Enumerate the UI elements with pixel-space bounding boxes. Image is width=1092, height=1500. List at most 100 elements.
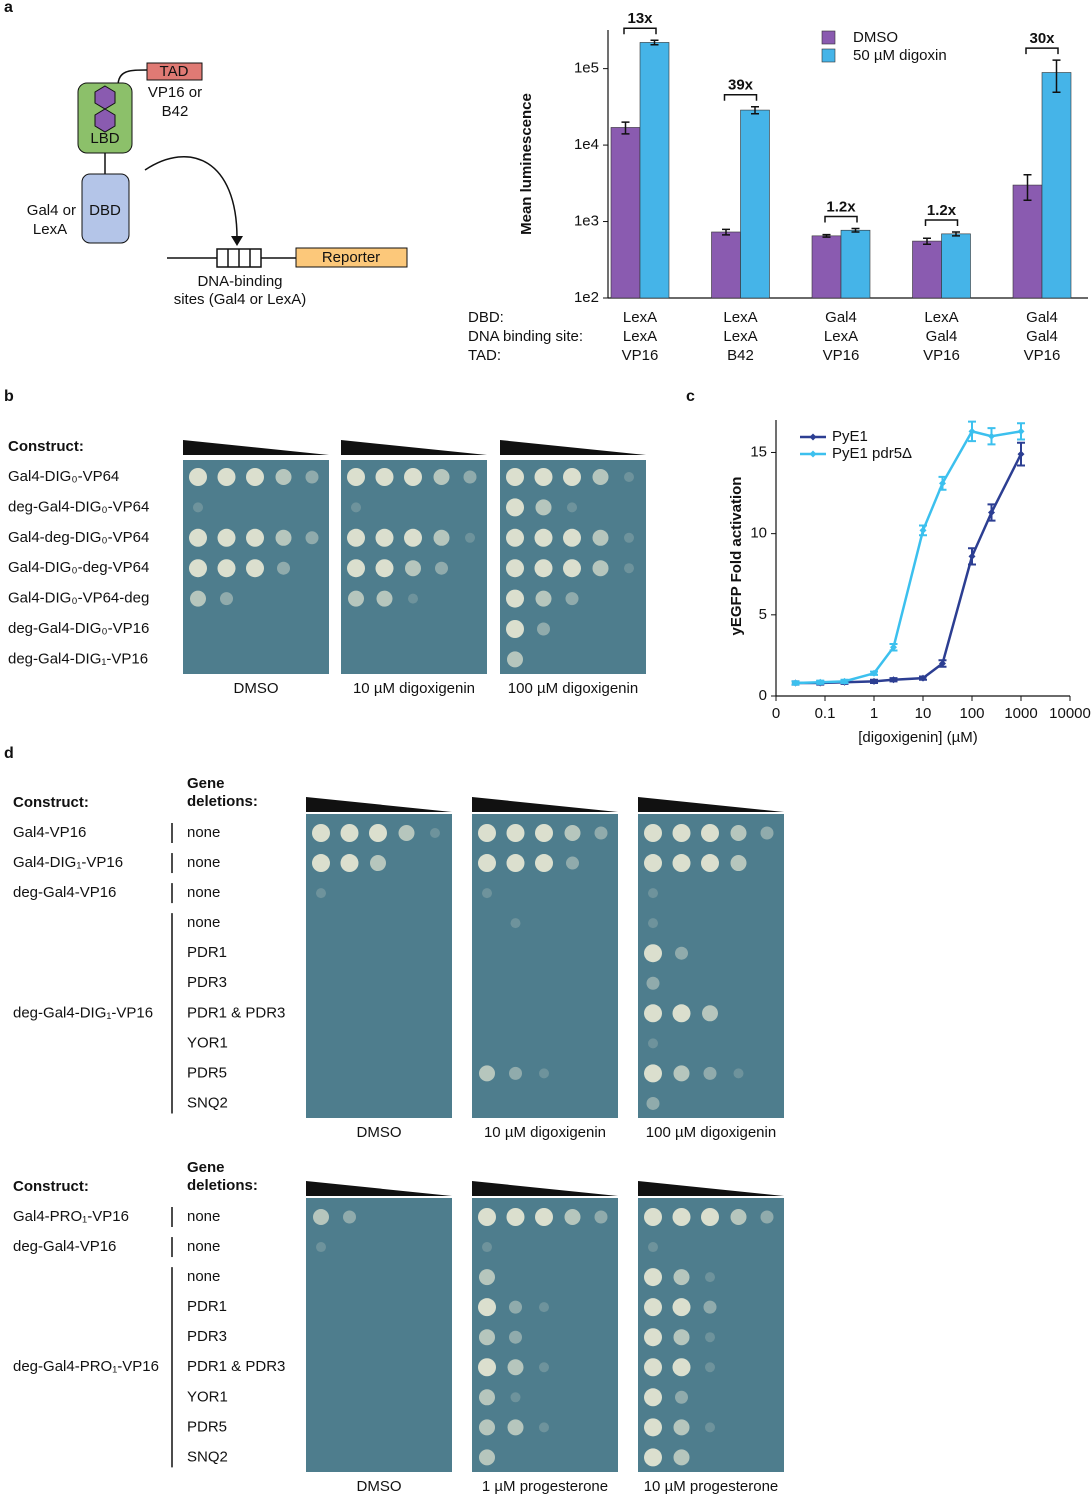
spot: [672, 1208, 691, 1226]
x-tick-label: Gal4: [825, 309, 857, 326]
plate-label: 10 µM digoxigenin: [484, 1124, 606, 1141]
spot: [347, 559, 365, 578]
plate-label: DMSO: [357, 1124, 402, 1141]
spot: [316, 888, 326, 899]
spot: [644, 1298, 662, 1317]
spot: [535, 590, 552, 607]
spot: [730, 1209, 747, 1225]
legend-label: PyE1: [832, 428, 868, 445]
x-tick-label: 0.1: [815, 705, 836, 722]
spot: [644, 1064, 662, 1083]
plate-label: DMSO: [357, 1478, 402, 1495]
x-tick-label: LexA: [723, 309, 757, 326]
spot: [563, 468, 581, 486]
spot: [644, 1418, 662, 1437]
spot: [404, 468, 422, 486]
error-bar: [822, 233, 831, 238]
spot: [537, 622, 550, 636]
spot: [673, 1065, 690, 1082]
marker: [840, 677, 848, 685]
deletion-label: none: [187, 914, 220, 931]
error-bar: [923, 237, 931, 245]
dilution-wedge: [341, 440, 487, 455]
dilution-wedge: [500, 440, 646, 455]
spot: [482, 888, 492, 899]
spot: [435, 561, 448, 575]
fold-label: 1.2x: [927, 202, 957, 219]
spot: [592, 529, 609, 546]
deletion-header: deletions:: [187, 1177, 258, 1194]
spot: [564, 825, 581, 841]
tad-label: TAD: [160, 63, 189, 80]
spot: [565, 592, 579, 606]
construct-header: Construct:: [13, 1178, 89, 1195]
spot: [644, 824, 662, 842]
deletion-label: none: [187, 824, 220, 841]
tad-option: VP16 or: [148, 84, 202, 101]
spot: [535, 824, 553, 842]
deletion-label: PDR1 & PDR3: [187, 1358, 285, 1375]
spot: [673, 1449, 690, 1466]
spot: [703, 1300, 717, 1314]
spot: [646, 1096, 660, 1110]
spot: [702, 1005, 718, 1022]
spot: [673, 1329, 690, 1346]
spot: [509, 1300, 522, 1314]
lbd-label: LBD: [90, 130, 119, 147]
marker: [889, 676, 897, 684]
y-tick-label: 1e2: [574, 289, 599, 306]
spot: [705, 1422, 715, 1433]
spot: [644, 944, 662, 963]
legend-swatch: [821, 48, 836, 63]
construct-label: deg-Gal4-VP16: [13, 1238, 116, 1255]
error-bar: [722, 228, 730, 236]
spot: [507, 1359, 524, 1376]
spot: [510, 918, 521, 929]
spot: [624, 532, 634, 543]
spot: [567, 502, 577, 513]
spot: [592, 469, 609, 485]
fold-bracket: [824, 215, 858, 223]
construct-header: Construct:: [13, 794, 89, 811]
spot: [506, 528, 524, 547]
fold-bracket: [924, 219, 959, 226]
dbd-box: [81, 173, 130, 244]
y-tick-label: 1e5: [574, 60, 599, 77]
construct-label: Gal4-VP16: [13, 824, 86, 841]
bar: [740, 109, 770, 299]
panel-letter: c: [686, 388, 695, 405]
spot: [405, 560, 421, 577]
fold-label: 39x: [728, 77, 754, 94]
construct-label: Gal4-DIG₀-VP64-deg: [8, 590, 149, 607]
spot: [305, 470, 319, 484]
bar: [941, 233, 971, 299]
spot: [465, 532, 475, 543]
spot: [340, 854, 359, 873]
dilution-wedge: [472, 1181, 618, 1196]
x-tick-label: Gal4: [1026, 309, 1058, 326]
spot: [563, 528, 581, 547]
construct-label: Gal4-DIG₁-VP16: [13, 854, 123, 871]
plate: [306, 1198, 452, 1472]
deletion-label: none: [187, 1238, 220, 1255]
spot: [506, 468, 524, 486]
spot: [375, 559, 394, 578]
spot: [534, 559, 553, 578]
fold-bracket: [623, 27, 657, 35]
dbd-option: LexA: [33, 221, 67, 238]
spot: [624, 563, 634, 574]
marker: [938, 660, 946, 668]
deletion-label: PDR1: [187, 1298, 227, 1315]
spot: [246, 559, 264, 578]
marker: [919, 674, 927, 682]
sites-label: sites (Gal4 or LexA): [174, 291, 307, 308]
spot: [672, 1298, 691, 1317]
spot: [506, 559, 524, 578]
spot: [594, 826, 608, 840]
spot: [506, 824, 525, 842]
x-tick-label: Gal4: [1026, 328, 1058, 345]
dbd-option: Gal4 or: [27, 202, 76, 219]
error-bar: [751, 106, 759, 115]
line: [795, 453, 1023, 685]
legend-swatch: [821, 30, 836, 45]
